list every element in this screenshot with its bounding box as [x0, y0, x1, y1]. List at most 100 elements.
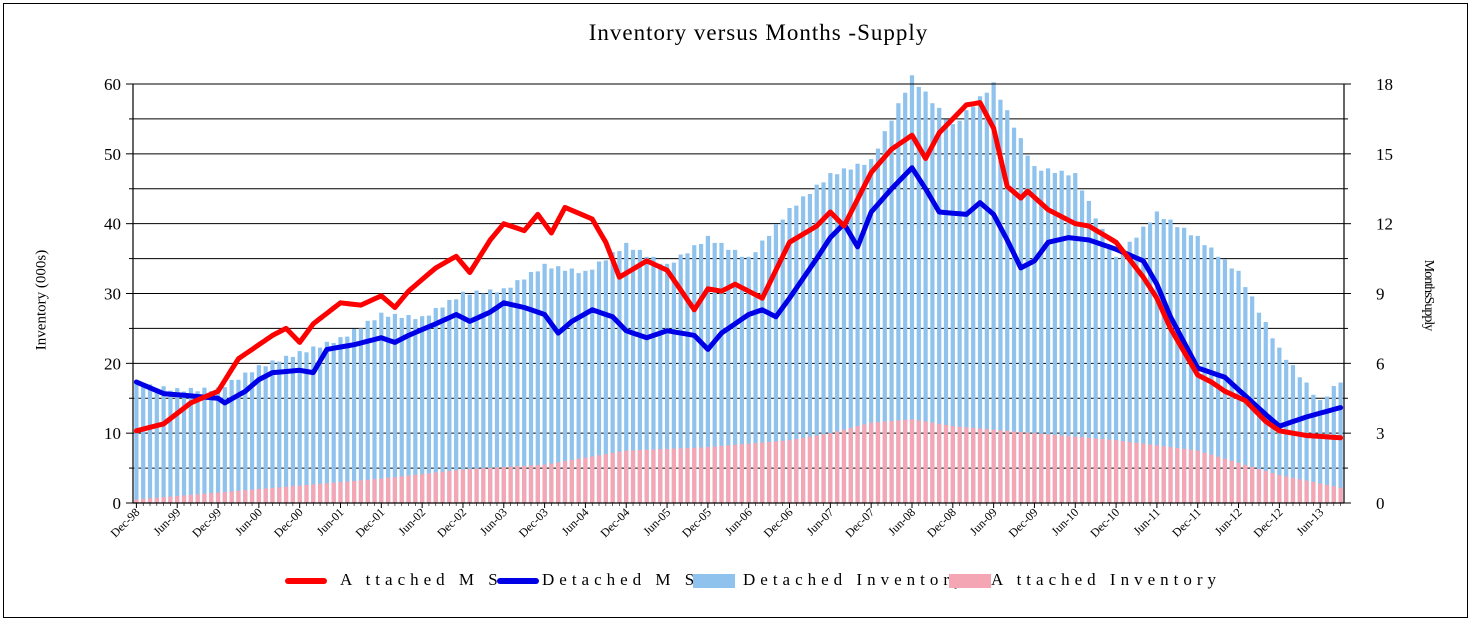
- attached-inventory-bar: [440, 471, 445, 503]
- x-tick-label: Dec-04: [597, 505, 632, 540]
- detached-inventory-bar: [923, 91, 928, 503]
- attached-inventory-bar: [528, 465, 534, 503]
- detached-inventory-bar: [583, 270, 588, 503]
- attached-inventory-bar: [991, 429, 996, 503]
- attached-inventory-bar: [610, 452, 615, 503]
- detached-inventory-bar: [270, 360, 275, 503]
- attached-inventory-bar: [821, 434, 826, 503]
- attached-inventory-bar: [317, 483, 323, 503]
- detached-inventory-bar: [1073, 173, 1078, 503]
- detached-inventory-bar: [467, 294, 472, 503]
- detached-inventory-bar: [1039, 170, 1044, 503]
- detached-inventory-bar: [195, 391, 200, 503]
- detached-inventory-bar: [549, 268, 554, 503]
- attached-inventory-bar: [1297, 479, 1302, 503]
- detached-inventory-bar: [603, 260, 608, 503]
- attached-inventory-bar: [855, 426, 860, 503]
- detached-inventory-bar: [175, 388, 180, 503]
- detached-inventory-bar: [1032, 166, 1037, 503]
- detached-inventory-bar: [841, 168, 847, 503]
- attached-inventory-bar: [971, 427, 976, 503]
- attached-inventory-bar: [386, 477, 391, 503]
- x-tick-label: Jun-02: [395, 505, 428, 538]
- detached-inventory-bar: [1202, 245, 1207, 503]
- attached-inventory-bar: [569, 459, 574, 503]
- detached-inventory-bar: [984, 92, 989, 504]
- detached-inventory-bar: [433, 308, 438, 503]
- detached-inventory-bar: [338, 337, 343, 503]
- attached-inventory-bar: [1066, 436, 1071, 503]
- attached-inventory-bar: [998, 430, 1003, 503]
- attached-inventory-bar: [1154, 445, 1160, 503]
- attached-inventory-bar: [957, 426, 962, 503]
- attached-inventory-bar: [617, 451, 622, 503]
- detached-inventory-bar: [215, 387, 221, 503]
- attached-inventory-bar: [1222, 458, 1228, 503]
- y-left-tick-label: 60: [104, 75, 121, 94]
- x-tick-label: Dec-06: [761, 505, 796, 540]
- detached-inventory-bar: [698, 244, 704, 503]
- detached-inventory-bar: [1025, 155, 1030, 503]
- x-tick-label: Jun-13: [1293, 505, 1326, 538]
- detached-inventory-bar: [651, 256, 656, 503]
- attached-inventory-bar: [1331, 486, 1336, 503]
- attached-inventory-bar: [1236, 462, 1241, 503]
- attached-inventory-bar: [399, 476, 404, 503]
- legend-label-attached-ms: A ttached M S: [340, 570, 503, 589]
- detached-inventory-bar: [719, 242, 724, 503]
- attached-inventory-bar: [494, 467, 500, 503]
- attached-inventory-bar: [1202, 452, 1207, 503]
- detached-inventory-bar: [732, 249, 738, 503]
- detached-inventory-bar: [243, 372, 248, 503]
- attached-inventory-bar: [576, 458, 581, 503]
- y-right-tick-label: 15: [1376, 145, 1393, 164]
- attached-inventory-bar: [1005, 430, 1010, 503]
- detached-inventory-bar: [331, 342, 336, 503]
- attached-inventory-bar: [1045, 434, 1051, 503]
- detached-inventory-bar: [168, 390, 173, 503]
- attached-inventory-bar: [705, 447, 710, 503]
- detached-inventory-bar: [454, 299, 459, 503]
- legend-swatch-attached-inventory: [949, 574, 991, 588]
- detached-inventory-bar: [828, 173, 833, 503]
- attached-inventory-bar: [168, 496, 173, 503]
- detached-inventory-bar: [1147, 222, 1153, 503]
- detached-inventory-bar: [664, 263, 670, 503]
- attached-inventory-bar: [277, 487, 282, 503]
- detached-inventory-bar: [875, 148, 881, 504]
- attached-inventory-bar: [828, 433, 833, 503]
- detached-inventory-bar: [1059, 170, 1064, 503]
- detached-inventory-bar: [950, 124, 955, 503]
- detached-inventory-bar: [1005, 110, 1010, 503]
- detached-inventory-bar: [1331, 386, 1336, 503]
- attached-inventory-bar: [352, 480, 357, 503]
- attached-inventory-bar: [1304, 480, 1309, 503]
- legend-label-detached-inventory: Detached Inventory: [743, 570, 968, 589]
- detached-inventory-bar: [386, 316, 391, 503]
- chart-title: Inventory versus Months -Supply: [588, 20, 929, 45]
- attached-inventory-bar: [637, 450, 642, 503]
- detached-inventory-bar: [222, 387, 227, 503]
- detached-inventory-bar: [542, 263, 547, 503]
- attached-inventory-bar: [1141, 443, 1146, 503]
- x-tick-label: Dec-11: [1169, 505, 1204, 540]
- detached-ms-line: [133, 165, 1344, 429]
- detached-inventory-bar: [692, 245, 697, 503]
- detached-inventory-bar: [460, 291, 466, 503]
- attached-inventory-bar: [1134, 442, 1139, 503]
- attached-inventory-bar: [1039, 433, 1044, 503]
- attached-inventory-bar: [474, 468, 479, 503]
- detached-inventory-bar: [1011, 127, 1017, 503]
- detached-inventory-bar: [147, 384, 153, 503]
- attached-inventory-bar: [1079, 437, 1085, 503]
- detached-inventory-bar: [1188, 235, 1194, 504]
- detached-inventory-bar: [202, 387, 207, 503]
- detached-inventory-bar: [787, 207, 792, 503]
- detached-inventory-bar: [896, 103, 901, 504]
- x-tick-label: Dec-00: [271, 505, 306, 540]
- attached-inventory-bar: [1032, 433, 1037, 503]
- attached-inventory-bar: [515, 466, 520, 503]
- detached-inventory-bar: [678, 254, 683, 503]
- detached-inventory-bar: [671, 262, 676, 503]
